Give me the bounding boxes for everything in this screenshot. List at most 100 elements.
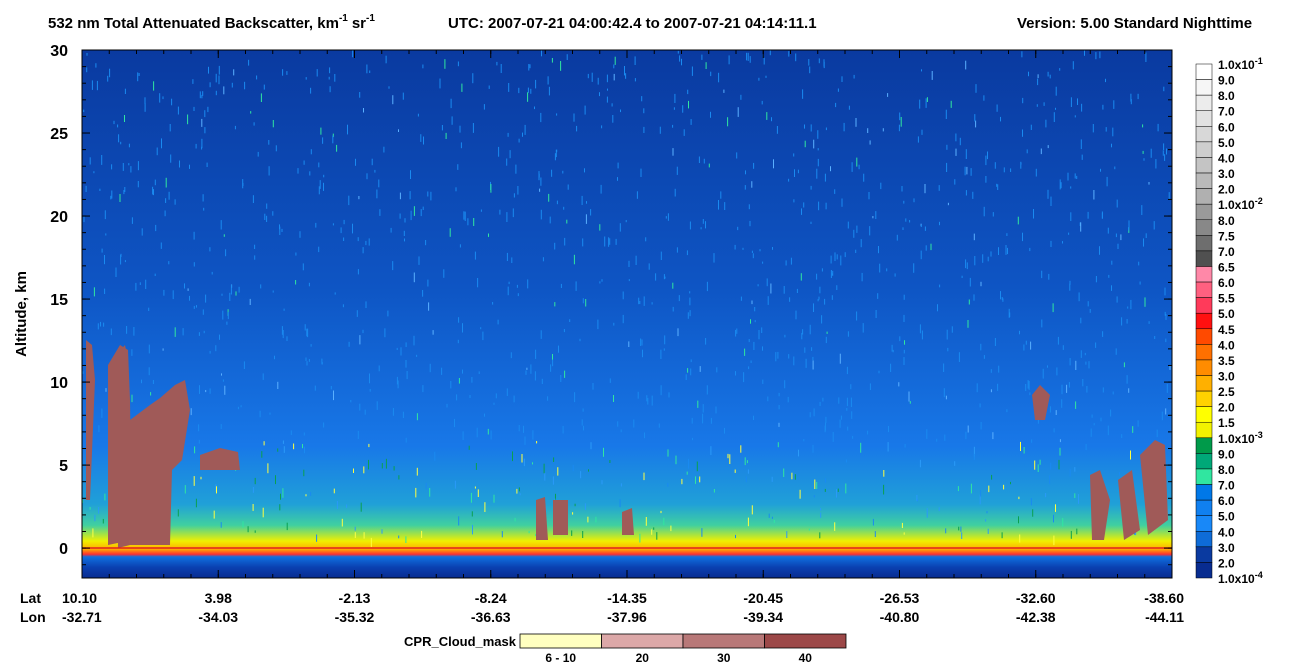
speck: [762, 261, 764, 264]
speck: [1099, 51, 1101, 59]
colorbar-cell: [1195, 562, 1213, 579]
speck: [316, 69, 318, 77]
speck: [939, 284, 941, 288]
speck: [1059, 447, 1061, 456]
speck: [283, 308, 285, 311]
speck: [523, 458, 525, 467]
speck: [1022, 97, 1024, 104]
speck: [358, 196, 360, 200]
speck: [1142, 124, 1144, 128]
lat-label: -14.35: [607, 590, 647, 606]
speck: [601, 480, 603, 485]
speck: [950, 100, 952, 108]
colorbar-label: 7.5: [1218, 229, 1235, 243]
speck: [810, 185, 812, 190]
speck: [983, 95, 985, 101]
speck: [878, 370, 880, 374]
speck: [750, 319, 751, 324]
speck: [660, 510, 662, 514]
speck: [737, 226, 739, 231]
speck: [767, 396, 769, 402]
speck: [1117, 243, 1119, 249]
speck: [547, 76, 549, 85]
speck: [788, 354, 790, 359]
colorbar-label: 4.0: [1218, 151, 1235, 165]
speck: [819, 286, 821, 294]
speck: [599, 281, 601, 284]
speck: [202, 194, 204, 202]
speck: [1095, 276, 1097, 283]
speck: [425, 482, 427, 490]
speck: [1047, 145, 1049, 149]
speck: [968, 299, 970, 305]
speck: [215, 90, 217, 96]
colorbar-cell: [1195, 531, 1213, 548]
speck: [557, 467, 559, 476]
speck: [1028, 381, 1030, 390]
speck: [1082, 379, 1084, 387]
speck: [230, 284, 232, 295]
speck: [148, 344, 150, 354]
speck: [572, 464, 574, 472]
speck: [1045, 119, 1047, 128]
speck: [97, 323, 99, 330]
speck: [124, 260, 126, 263]
speck: [243, 361, 245, 369]
speck: [883, 484, 885, 495]
y-tick-label: 0: [59, 541, 68, 558]
speck: [303, 432, 305, 436]
speck: [607, 88, 608, 91]
speck: [804, 347, 806, 353]
speck: [1069, 283, 1071, 291]
speck: [660, 251, 662, 260]
speck: [744, 348, 746, 356]
speck: [985, 155, 987, 166]
speck: [352, 223, 353, 234]
speck: [340, 227, 342, 234]
speck: [1107, 425, 1109, 436]
speck: [111, 164, 113, 170]
speck: [778, 392, 780, 397]
speck: [1161, 411, 1163, 421]
speck: [612, 115, 614, 123]
speck: [1164, 287, 1166, 296]
speck: [734, 469, 736, 473]
lon-label: -34.03: [198, 609, 238, 625]
speck: [202, 309, 204, 315]
speck: [1093, 423, 1095, 426]
speck: [283, 446, 285, 453]
speck: [369, 373, 370, 384]
colorbar-label: 2.0: [1218, 183, 1235, 197]
colorbar-cell: [1195, 546, 1213, 563]
speck: [575, 281, 577, 291]
speck: [1095, 342, 1097, 348]
speck: [1113, 100, 1115, 109]
speck: [1090, 428, 1092, 437]
speck: [816, 168, 818, 179]
speck: [868, 192, 870, 200]
speck: [1027, 380, 1029, 389]
colorbar-cell: [1195, 266, 1213, 283]
speck: [651, 302, 653, 305]
speck: [875, 310, 877, 318]
speck: [824, 488, 826, 492]
speck: [587, 73, 589, 79]
speck: [329, 86, 331, 93]
speck: [903, 200, 905, 204]
speck: [519, 493, 521, 496]
speck: [450, 98, 452, 109]
speck: [965, 60, 967, 70]
speck: [836, 489, 837, 498]
speck: [1019, 330, 1020, 335]
speck: [282, 440, 284, 444]
speck: [1048, 273, 1050, 280]
speck: [852, 435, 854, 439]
speck: [771, 476, 773, 482]
speck: [656, 532, 658, 540]
speck: [825, 202, 827, 210]
speck: [336, 144, 338, 152]
speck: [1093, 190, 1095, 200]
speck: [1050, 462, 1052, 470]
speck: [590, 209, 592, 216]
speck: [93, 171, 95, 174]
